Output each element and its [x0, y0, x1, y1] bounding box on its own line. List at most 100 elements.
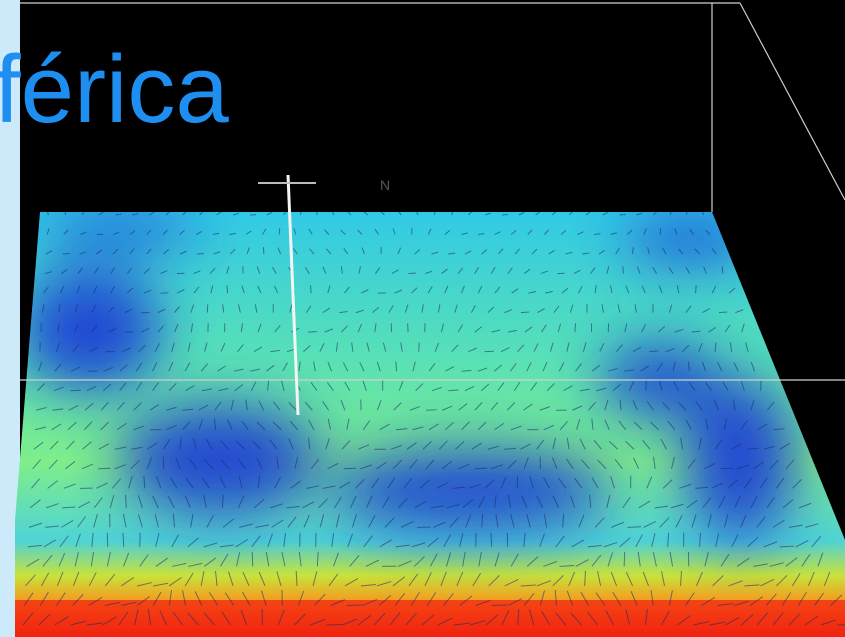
vector-arrow — [652, 212, 659, 216]
vector-arrow — [159, 610, 168, 626]
vector-arrow — [293, 613, 306, 626]
vector-arrow — [730, 443, 742, 450]
vector-arrow — [668, 267, 674, 274]
vector-arrow — [552, 495, 560, 509]
vector-arrow — [412, 361, 416, 372]
vector-arrow — [520, 311, 530, 314]
vector-arrow — [379, 423, 390, 431]
vector-arrow — [517, 344, 525, 353]
vector-arrow — [427, 286, 433, 294]
vector-arrow — [568, 212, 574, 216]
vector-arrow — [428, 423, 439, 431]
vector-arrow — [131, 446, 143, 450]
vector-arrow — [341, 325, 348, 333]
vector-arrow — [594, 285, 597, 294]
vector-arrow — [763, 541, 778, 548]
vector-arrow — [171, 534, 180, 548]
vector-arrow — [673, 381, 680, 391]
vector-arrow — [611, 521, 624, 528]
vector-arrow — [374, 323, 377, 333]
vector-arrow — [743, 478, 753, 489]
vector-arrow — [224, 592, 235, 606]
vector-arrow — [688, 382, 696, 392]
vector-arrow — [376, 461, 387, 470]
vector-arrow — [102, 383, 112, 392]
vector-arrow — [277, 609, 285, 626]
vector-arrow — [791, 572, 801, 587]
vector-arrow — [138, 514, 143, 528]
vector-arrow — [129, 230, 136, 235]
vector-arrow — [715, 533, 720, 548]
vector-arrow — [549, 342, 554, 352]
vector-arrow — [362, 380, 367, 391]
vector-arrow — [500, 476, 507, 489]
vector-arrow — [240, 609, 247, 626]
vector-arrow — [382, 342, 387, 352]
vector-arrow — [233, 212, 240, 216]
vector-arrow — [645, 380, 647, 391]
vector-arrow — [745, 342, 749, 352]
vector-arrow — [287, 516, 297, 528]
vector-arrow — [575, 363, 582, 372]
vector-arrow — [26, 558, 40, 567]
vector-arrow — [393, 402, 402, 411]
vector-arrow — [695, 285, 697, 294]
vector-arrow — [536, 495, 544, 509]
vector-arrow — [360, 583, 376, 587]
vector-arrow — [114, 446, 127, 450]
vector-arrow — [88, 596, 103, 606]
vector-arrow — [641, 324, 647, 333]
vector-arrow — [652, 552, 657, 567]
vector-arrow — [374, 228, 379, 235]
vector-arrow — [378, 595, 392, 606]
vector-arrow — [76, 285, 81, 294]
vector-arrow — [58, 304, 61, 313]
vector-arrow — [93, 514, 98, 528]
vector-arrow — [624, 369, 635, 372]
vector-arrow — [138, 344, 146, 353]
vector-arrow — [510, 362, 517, 372]
vector-arrow — [455, 441, 465, 450]
vector-arrow — [691, 330, 701, 333]
vector-arrow — [109, 495, 115, 508]
vector-arrow — [201, 388, 213, 392]
vector-arrow — [53, 386, 64, 392]
vector-arrow — [493, 364, 503, 372]
vector-arrow — [376, 361, 381, 372]
vector-arrow — [672, 361, 676, 372]
field-plane — [15, 212, 845, 637]
vector-arrow — [619, 399, 622, 411]
vector-arrow — [671, 456, 675, 469]
vector-arrow — [573, 269, 581, 275]
vector-arrow — [274, 324, 281, 333]
vector-arrow — [563, 385, 573, 392]
vector-arrow — [531, 248, 538, 255]
vector-arrow — [42, 554, 53, 567]
vector-arrow — [395, 544, 410, 548]
vector-arrow — [539, 406, 551, 411]
vector-arrow — [133, 425, 145, 431]
vector-arrow — [523, 457, 529, 469]
vector-arrow — [491, 329, 501, 333]
vector-arrow — [219, 544, 234, 548]
vector-arrow — [474, 326, 483, 333]
vector-arrow — [126, 267, 133, 274]
vector-arrow — [504, 578, 519, 587]
vector-arrow — [566, 437, 570, 450]
vector-arrow — [782, 499, 794, 509]
vector-arrow — [256, 457, 263, 470]
vector-arrow — [740, 514, 747, 528]
vector-arrow — [724, 324, 731, 333]
vector-arrow — [543, 513, 548, 528]
vector-arrow — [491, 604, 508, 606]
vector-arrow — [497, 382, 505, 392]
vector-arrow — [468, 212, 474, 216]
vector-arrow — [712, 575, 724, 587]
vector-arrow — [661, 610, 670, 626]
vector-arrow — [43, 539, 57, 548]
vector-arrow — [668, 304, 673, 313]
vector-arrow — [474, 467, 488, 470]
vector-arrow — [685, 419, 692, 430]
vector-arrow — [134, 609, 139, 626]
